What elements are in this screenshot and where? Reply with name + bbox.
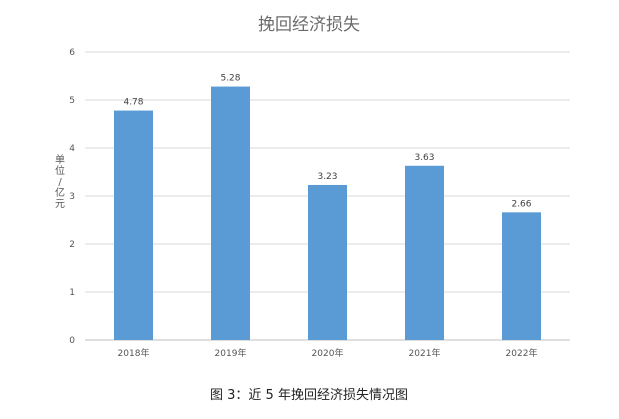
data-labels: 4.78 5.28 3.23 3.63 2.66 (123, 74, 531, 210)
bar (308, 184, 347, 340)
data-label: 4.78 (123, 98, 143, 108)
bar (211, 86, 250, 340)
figure-caption: 图 3：近 5 年挽回经济损失情况图 (210, 388, 408, 403)
x-tick-label: 2022年 (506, 347, 538, 359)
x-tick-label: 2020年 (312, 347, 344, 359)
bar (502, 212, 541, 340)
y-tick-label: 3 (69, 192, 75, 202)
data-label: 3.23 (317, 172, 337, 182)
bars (114, 86, 541, 340)
chart-title: 挽回经济损失 (258, 15, 360, 35)
data-label: 3.63 (414, 153, 434, 163)
y-tick-label: 1 (69, 288, 75, 298)
y-axis-label-text: 单位/亿元 (55, 154, 65, 210)
x-tick-label: 2019年 (215, 347, 247, 359)
y-tick-label: 5 (69, 96, 75, 106)
data-label: 5.28 (220, 74, 240, 84)
y-axis-ticks: 0 1 2 3 4 5 6 (69, 48, 75, 346)
x-axis-ticks: 2018年 2019年 2020年 2021年 2022年 (118, 347, 538, 359)
y-axis-label: 单位/亿元 (55, 154, 65, 210)
y-tick-label: 4 (69, 144, 75, 154)
y-tick-label: 2 (69, 240, 75, 250)
x-tick-label: 2018年 (118, 347, 150, 359)
x-tick-label: 2021年 (409, 347, 441, 359)
bar (114, 110, 153, 340)
y-tick-label: 0 (69, 336, 75, 346)
data-label: 2.66 (511, 199, 531, 209)
y-tick-label: 6 (69, 48, 75, 58)
bar (405, 165, 444, 340)
